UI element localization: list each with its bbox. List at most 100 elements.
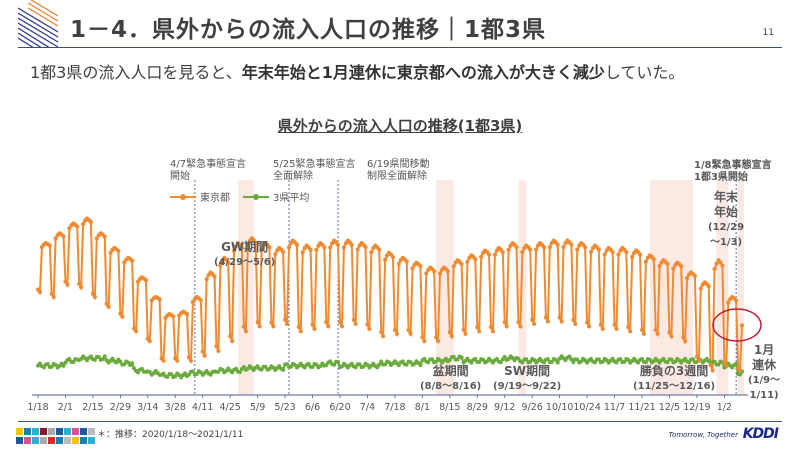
- event-label-line: 1都3県開始: [694, 172, 748, 183]
- data-point-avg3: [639, 357, 644, 362]
- data-point-avg3: [194, 371, 199, 376]
- x-tick-label: 2/1: [58, 402, 73, 413]
- x-tick-label: 11/7: [604, 402, 625, 413]
- data-point-tokyo: [212, 274, 217, 279]
- annotation-title: 1月: [753, 343, 775, 357]
- summary-text: 1都3県の流入人口を見ると、年末年始と1月連休に東京都への流入が大きく減少してい…: [30, 59, 684, 83]
- data-point-tokyo: [106, 304, 111, 309]
- x-tick-label: 11/21: [628, 402, 655, 413]
- data-point-tokyo: [171, 314, 176, 319]
- data-point-avg3: [716, 362, 721, 367]
- x-tick-label: 2/29: [110, 402, 131, 413]
- data-point-avg3: [712, 359, 717, 364]
- data-point-avg3: [241, 364, 246, 369]
- chart-title: 県外からの流入人口の推移(1都3県): [277, 117, 523, 135]
- data-point-avg3: [102, 354, 107, 359]
- data-point-avg3: [285, 362, 290, 367]
- data-point-tokyo: [253, 240, 258, 245]
- data-point-tokyo: [528, 247, 533, 252]
- data-point-tokyo: [657, 264, 662, 269]
- event-label-line: 6/19県間移動: [367, 159, 430, 170]
- data-point-avg3: [67, 356, 72, 361]
- data-point-tokyo: [573, 321, 578, 327]
- kddi-logo: KDDI: [742, 426, 779, 442]
- x-tick-label: 10/10: [546, 402, 573, 413]
- data-point-avg3: [408, 360, 413, 365]
- data-point-avg3: [147, 370, 152, 375]
- data-point-tokyo: [75, 224, 80, 229]
- data-point-tokyo: [671, 266, 676, 271]
- data-point-tokyo: [88, 219, 94, 225]
- data-point-tokyo: [435, 339, 441, 344]
- data-point-avg3: [669, 357, 674, 362]
- data-point-avg3: [234, 366, 239, 371]
- data-point-tokyo: [667, 330, 672, 335]
- data-point-tokyo: [559, 319, 564, 324]
- data-point-tokyo: [353, 321, 358, 327]
- data-point-avg3: [455, 357, 460, 362]
- data-point-tokyo: [232, 248, 237, 254]
- data-point-tokyo: [47, 243, 52, 248]
- data-point-tokyo: [465, 259, 470, 264]
- annotation-title: GW期間: [221, 240, 269, 254]
- annotation-range: ～1/3): [709, 237, 743, 248]
- data-point-tokyo: [161, 358, 166, 363]
- annotation-range: (1/9～: [748, 375, 781, 386]
- highlight-circle: [712, 308, 762, 342]
- data-point-tokyo: [184, 312, 190, 317]
- data-point-tokyo: [710, 368, 715, 373]
- data-point-avg3: [328, 359, 333, 364]
- data-point-tokyo: [641, 331, 647, 336]
- data-point-tokyo: [420, 335, 425, 340]
- data-point-tokyo: [545, 319, 550, 324]
- x-tick-label: 3/14: [137, 402, 158, 413]
- data-point-tokyo: [475, 325, 480, 330]
- data-point-avg3: [41, 365, 46, 370]
- event-label-line: 1/8緊急事態宣言: [694, 160, 772, 171]
- data-point-tokyo: [720, 263, 725, 268]
- data-point-avg3: [555, 360, 560, 365]
- data-point-tokyo: [639, 327, 645, 332]
- data-point-tokyo: [282, 317, 288, 322]
- data-point-avg3: [600, 359, 605, 364]
- annotation-bon: 盆期間 (8/8～8/16): [420, 364, 481, 394]
- annotation-renkyu: 1月 連休 (1/9～ 1/11): [748, 343, 780, 403]
- data-point-tokyo: [492, 252, 498, 257]
- series-line-tokyo: [37, 217, 743, 374]
- data-point-tokyo: [102, 234, 107, 239]
- data-point-tokyo: [708, 362, 713, 368]
- data-point-tokyo: [79, 285, 84, 290]
- data-point-tokyo: [532, 321, 537, 327]
- data-point-tokyo: [214, 344, 219, 349]
- data-point-avg3: [400, 359, 405, 364]
- page-title: 1－4．県外からの流入人口の推移｜1都3県: [70, 17, 547, 43]
- x-tick-label: 9/12: [494, 402, 515, 413]
- data-point-tokyo: [575, 247, 580, 252]
- data-point-tokyo: [459, 261, 464, 267]
- data-point-tokyo: [284, 321, 290, 327]
- data-point-tokyo: [230, 339, 235, 344]
- data-point-tokyo: [490, 329, 496, 334]
- data-point-avg3: [569, 357, 574, 362]
- data-point-tokyo: [692, 273, 698, 279]
- data-point-tokyo: [612, 322, 617, 327]
- data-point-tokyo: [422, 339, 427, 344]
- data-point-tokyo: [433, 335, 439, 340]
- data-point-tokyo: [61, 234, 66, 239]
- event-label-line: 全面解除: [273, 171, 313, 182]
- data-point-tokyo: [147, 339, 152, 344]
- data-point-avg3: [447, 358, 452, 363]
- data-point-tokyo: [243, 329, 248, 334]
- data-point-avg3: [665, 360, 670, 365]
- data-point-tokyo: [683, 339, 688, 344]
- data-point-tokyo: [502, 320, 507, 325]
- brand-mosaic-logo: [16, 428, 95, 444]
- highlight-band: [238, 180, 254, 395]
- data-point-avg3: [114, 360, 119, 365]
- data-point-tokyo: [679, 264, 684, 269]
- data-point-avg3: [61, 363, 66, 368]
- data-point-avg3: [310, 364, 315, 369]
- data-point-tokyo: [408, 331, 413, 336]
- data-point-tokyo: [188, 358, 194, 363]
- data-point-tokyo: [281, 249, 286, 255]
